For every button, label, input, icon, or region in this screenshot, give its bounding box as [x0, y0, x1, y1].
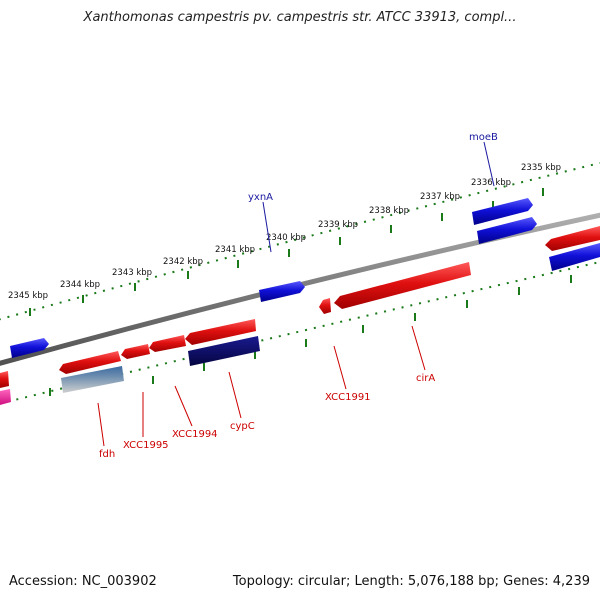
accession-text: Accession: NC_003902	[9, 574, 157, 589]
gene-label-fdh[interactable]: fdh	[99, 449, 115, 460]
reverse-strand-genes	[10, 198, 600, 358]
gene-label-yxnA[interactable]: yxnA	[248, 192, 273, 203]
kbp-label-2338: 2338 kbp	[369, 206, 409, 216]
kbp-label-2344: 2344 kbp	[60, 280, 100, 290]
gene-labels: moeB yxnA fdh XCC1995 XCC1994 cypC XCC19…	[99, 132, 498, 460]
label-leader-lines	[97, 141, 495, 447]
lower-track-genes	[0, 336, 260, 405]
gene-right-red[interactable]	[545, 226, 600, 251]
inner-major-ticks	[49, 275, 572, 396]
genome-title: Xanthomonas campestris pv. campestris st…	[83, 10, 517, 25]
kbp-labels: 2345 kbp 2344 kbp 2343 kbp 2342 kbp 2341…	[8, 163, 561, 301]
gene-left-red[interactable]	[0, 371, 9, 388]
kbp-label-2342: 2342 kbp	[163, 257, 203, 267]
outer-tick-track	[0, 162, 600, 321]
kbp-label-2337: 2337 kbp	[420, 192, 460, 202]
kbp-label-2345: 2345 kbp	[8, 291, 48, 301]
gene-moeB-neighbor[interactable]	[477, 217, 537, 244]
gene-yxnA[interactable]	[259, 281, 305, 302]
gene-label-XCC1991[interactable]: XCC1991	[325, 392, 371, 403]
gene-right-blue[interactable]	[549, 243, 600, 271]
gene-label-moeB[interactable]: moeB	[469, 132, 498, 143]
gene-cypC-lower[interactable]	[188, 336, 260, 366]
genome-summary-text: Topology: circular; Length: 5,076,188 bp…	[232, 574, 590, 589]
kbp-label-2336: 2336 kbp	[471, 178, 511, 188]
kbp-label-2335: 2335 kbp	[521, 163, 561, 173]
gene-label-XCC1995[interactable]: XCC1995	[123, 440, 169, 451]
gene-label-XCC1994[interactable]: XCC1994	[172, 429, 218, 440]
kbp-label-2343: 2343 kbp	[112, 268, 152, 278]
gene-left-blue[interactable]	[10, 338, 49, 358]
gene-fdh-upper[interactable]	[59, 351, 121, 374]
gene-moeB[interactable]	[472, 198, 533, 225]
kbp-label-2341: 2341 kbp	[215, 245, 255, 255]
gene-fdh-lower[interactable]	[61, 366, 124, 393]
gene-left-pink[interactable]	[0, 389, 11, 405]
gene-XCC1994[interactable]	[149, 335, 186, 352]
gene-label-cirA[interactable]: cirA	[416, 373, 435, 384]
gene-cypC-upper[interactable]	[185, 319, 256, 345]
inner-tick-track	[0, 261, 600, 405]
forward-strand-genes	[0, 226, 600, 388]
kbp-label-2339: 2339 kbp	[318, 220, 358, 230]
kbp-label-2340: 2340 kbp	[266, 233, 306, 243]
outer-major-ticks	[29, 188, 544, 316]
gene-XCC1991[interactable]	[319, 298, 331, 314]
gene-XCC1995[interactable]	[121, 344, 150, 359]
gene-cirA[interactable]	[334, 262, 471, 309]
gene-label-cypC[interactable]: cypC	[230, 421, 255, 432]
